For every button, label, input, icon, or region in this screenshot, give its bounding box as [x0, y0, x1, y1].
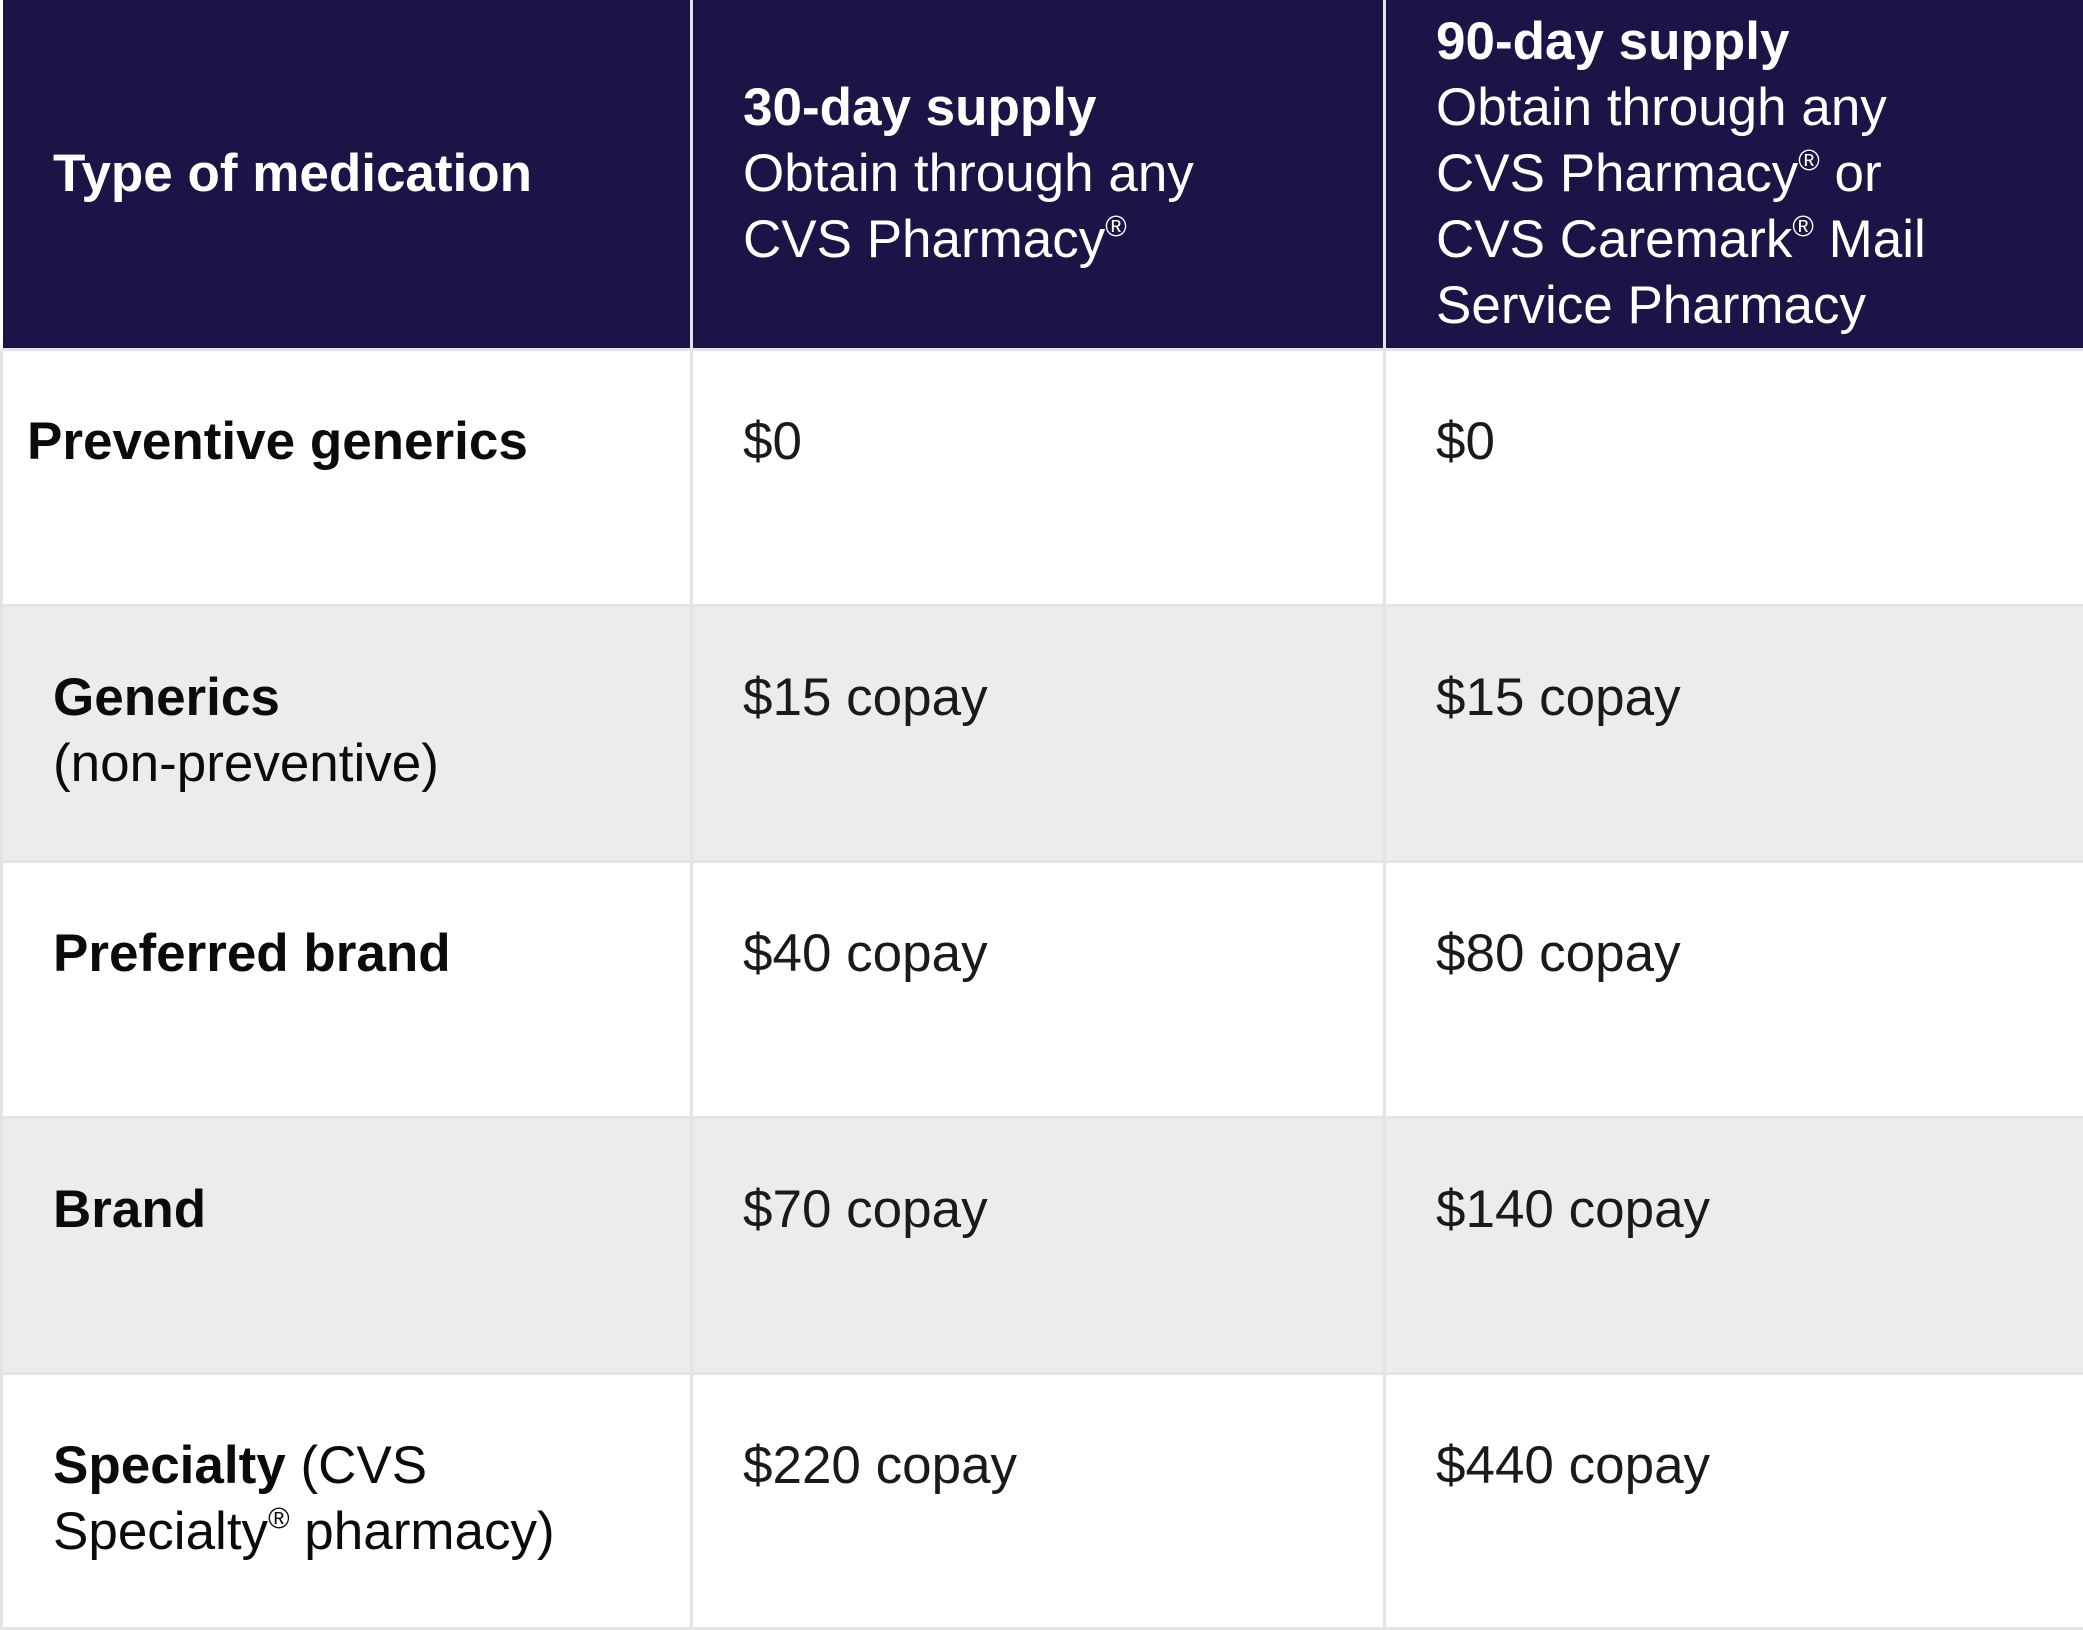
header-90-line1: Obtain through any: [1436, 78, 1887, 137]
table-row-label: Preferred brand: [0, 863, 693, 1119]
table-cell-30-day: $220 copay: [693, 1375, 1386, 1630]
table-cell-90-day: $440 copay: [1386, 1375, 2083, 1630]
table-cell-30-day: $15 copay: [693, 607, 1386, 863]
registered-mark: ®: [268, 1503, 290, 1536]
row-label: Preventive generics: [27, 412, 528, 471]
copay-value: $15 copay: [1436, 668, 1681, 727]
header-90-day-supply: 90-day supply Obtain through any CVS Pha…: [1386, 0, 2083, 351]
header-90-line3-tail: Mail: [1813, 210, 1926, 269]
copay-value: $15 copay: [743, 668, 988, 727]
table-row-label: Specialty (CVS Specialty® pharmacy): [0, 1375, 693, 1630]
copay-value: $70 copay: [743, 1180, 988, 1239]
registered-mark: ®: [1798, 145, 1820, 178]
row-label-note: (CVS: [285, 1436, 428, 1495]
header-type-of-medication: Type of medication: [0, 0, 693, 351]
table-cell-30-day: $70 copay: [693, 1119, 1386, 1375]
header-30-title: 30-day supply: [743, 78, 1097, 137]
table-cell-90-day: $0: [1386, 351, 2083, 607]
table-cell-90-day: $140 copay: [1386, 1119, 2083, 1375]
row-label-note: (non-preventive): [53, 734, 439, 793]
row-label: Generics: [53, 668, 280, 727]
table-cell-30-day: $40 copay: [693, 863, 1386, 1119]
copay-value: $220 copay: [743, 1436, 1018, 1495]
table-row-label: Brand: [0, 1119, 693, 1375]
registered-mark: ®: [1105, 211, 1127, 244]
header-90-line3: CVS Caremark: [1436, 210, 1793, 269]
header-90-line2-tail: or: [1819, 144, 1882, 203]
copay-value: $140 copay: [1436, 1180, 1711, 1239]
row-label: Specialty: [53, 1436, 286, 1495]
row-label-note: pharmacy): [289, 1502, 555, 1561]
header-30-day-supply: 30-day supply Obtain through any CVS Pha…: [693, 0, 1386, 351]
copay-value: $40 copay: [743, 924, 988, 983]
row-label: Brand: [53, 1180, 207, 1239]
copay-value: $0: [743, 412, 802, 471]
header-type-label: Type of medication: [53, 144, 533, 203]
registered-mark: ®: [1792, 211, 1814, 244]
table-row-label: Generics (non-preventive): [0, 607, 693, 863]
table-row-label: Preventive generics: [0, 351, 693, 607]
header-90-title: 90-day supply: [1436, 12, 1790, 71]
copay-value: $0: [1436, 412, 1495, 471]
header-30-line2: CVS Pharmacy: [743, 210, 1106, 269]
table-cell-90-day: $80 copay: [1386, 863, 2083, 1119]
copay-value: $440 copay: [1436, 1436, 1711, 1495]
header-30-line1: Obtain through any: [743, 144, 1194, 203]
copay-value: $80 copay: [1436, 924, 1681, 983]
header-90-line4: Service Pharmacy: [1436, 276, 1867, 335]
table-cell-90-day: $15 copay: [1386, 607, 2083, 863]
header-90-line2: CVS Pharmacy: [1436, 144, 1799, 203]
table-cell-30-day: $0: [693, 351, 1386, 607]
row-label-note: Specialty: [53, 1502, 269, 1561]
row-label: Preferred brand: [53, 924, 451, 983]
